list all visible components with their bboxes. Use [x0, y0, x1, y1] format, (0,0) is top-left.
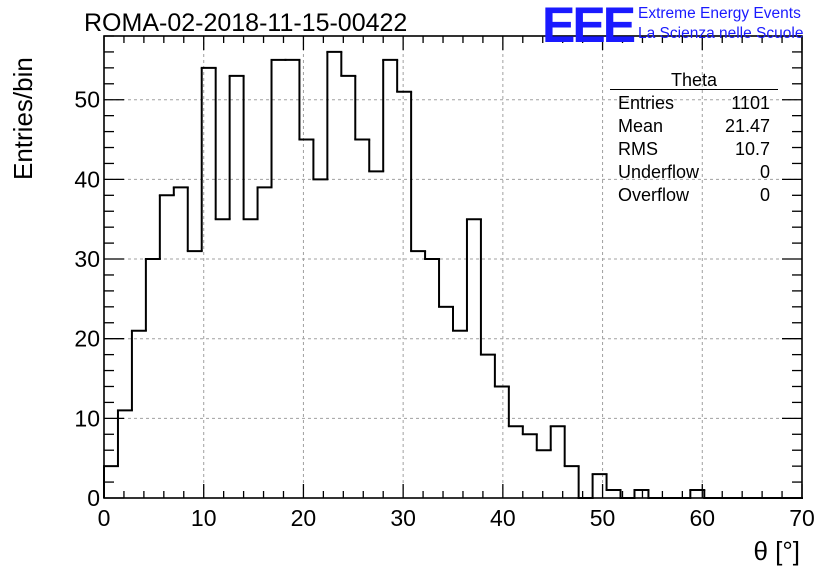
- y-tick-label: 10: [74, 405, 100, 431]
- stats-title: Theta: [670, 70, 718, 90]
- stats-label: Underflow: [618, 162, 700, 182]
- y-axis-label: Entries/bin: [8, 57, 38, 180]
- x-tick-label: 30: [390, 505, 416, 531]
- logo-line-2: La Scienza nelle Scuole: [638, 25, 804, 42]
- chart-title: ROMA-02-2018-11-15-00422: [84, 9, 408, 37]
- stats-row-overflow: Overflow 0: [618, 185, 770, 207]
- stats-value: 0: [759, 185, 770, 205]
- y-tick-label: 20: [74, 326, 100, 352]
- stats-label: Overflow: [618, 185, 690, 205]
- y-tick-label: 40: [74, 166, 100, 192]
- stats-row-entries: Entries 1101: [618, 93, 770, 115]
- stats-label: Mean: [618, 116, 664, 136]
- x-tick-label: 50: [590, 505, 616, 531]
- x-axis-label: θ [°]: [753, 536, 800, 566]
- stats-value: 21.47: [724, 116, 770, 136]
- stats-value: 0: [759, 162, 770, 182]
- x-tick-label: 40: [490, 505, 516, 531]
- y-tick-label: 0: [87, 485, 100, 511]
- stats-row-underflow: Underflow 0: [618, 162, 770, 184]
- stats-row-mean: Mean 21.47: [618, 116, 770, 138]
- axis-tick-labels: 0 10 20 30 40 50 60 70 0 10 20 30 40 50: [74, 87, 814, 531]
- stats-divider: [610, 89, 778, 90]
- stats-value: 10.7: [734, 139, 770, 159]
- stats-label: Entries: [618, 93, 675, 113]
- axis-ticks: [103, 35, 803, 499]
- stats-label: RMS: [618, 139, 658, 159]
- logo-line-1: Extreme Energy Events: [638, 5, 801, 22]
- plot-frame: [103, 35, 803, 499]
- y-tick-label: 50: [74, 87, 100, 113]
- histogram-bins: [103, 50, 803, 499]
- x-tick-label: 20: [291, 505, 317, 531]
- x-tick-label: 0: [98, 505, 111, 531]
- x-tick-label: 10: [191, 505, 217, 531]
- eee-logo: EEE: [542, 0, 636, 53]
- grid-lines: [104, 36, 802, 498]
- y-tick-label: 30: [74, 246, 100, 272]
- x-tick-label: 70: [789, 505, 815, 531]
- x-tick-label: 60: [689, 505, 715, 531]
- stats-row-rms: RMS 10.7: [618, 139, 770, 161]
- stats-value: 1101: [731, 93, 770, 113]
